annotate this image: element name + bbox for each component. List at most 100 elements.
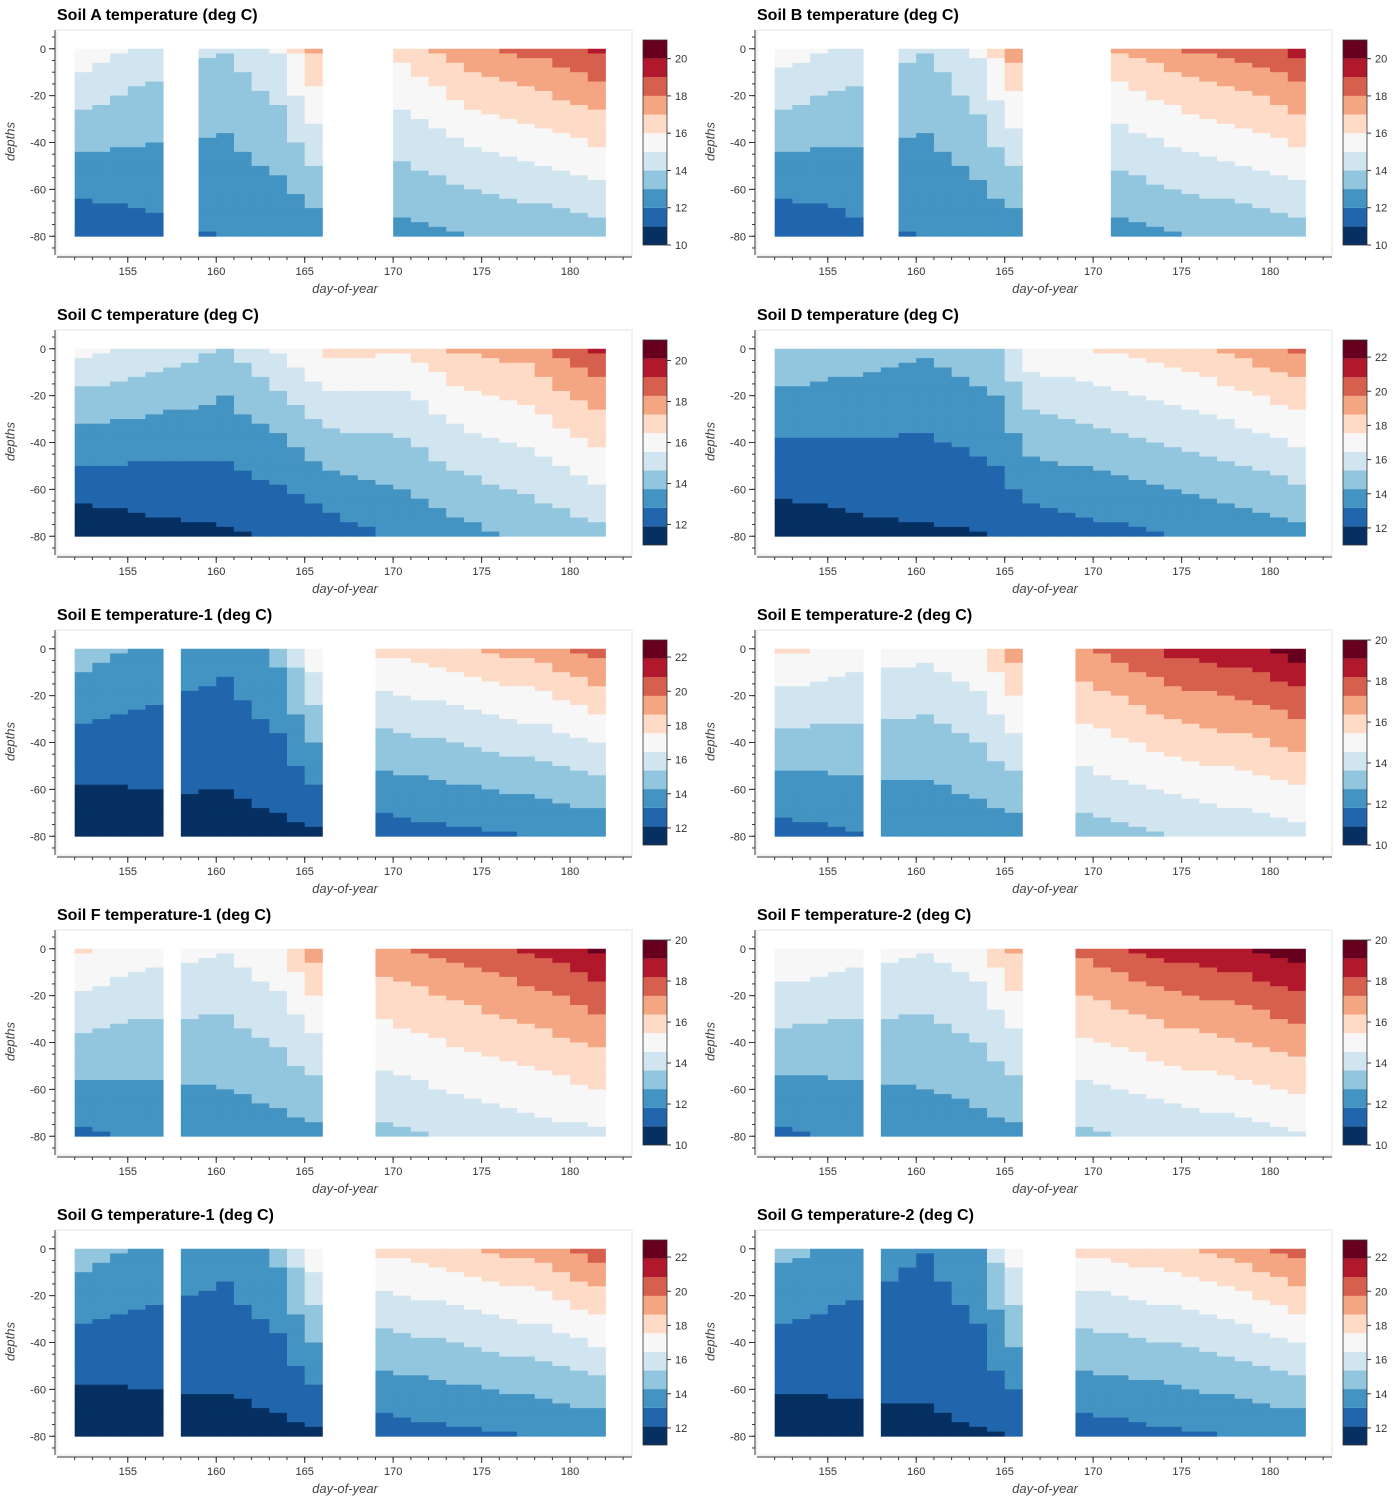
x-axis-label: day-of-year [312, 281, 378, 296]
heat-cell [1004, 414, 1023, 420]
heat-cell [792, 465, 811, 472]
heat-cell [198, 231, 217, 237]
heat-cell [951, 414, 970, 420]
heat-cell [1252, 53, 1271, 59]
heat-cell [1270, 437, 1289, 443]
heat-cell [1287, 72, 1306, 78]
heat-cell [74, 437, 93, 443]
heat-cell [481, 400, 500, 406]
heat-cell [587, 419, 606, 425]
heat-cell [774, 48, 793, 54]
heat-cell [1234, 76, 1253, 82]
heat-cell [1146, 400, 1165, 406]
heat-cell [304, 442, 323, 448]
heat-cell [269, 170, 288, 176]
x-tick-label: 160 [207, 266, 225, 278]
heat-cell [827, 414, 846, 420]
heat-cell [481, 90, 500, 97]
heat-cell [570, 372, 589, 378]
heat-cell [428, 208, 447, 214]
heat-cell [1252, 123, 1271, 129]
heat-cell [880, 451, 899, 457]
heat-cell [1110, 433, 1129, 439]
heat-cell [1022, 451, 1041, 457]
heat-cell [499, 142, 518, 148]
heat-cell [517, 208, 536, 214]
heat-cell [1163, 489, 1183, 495]
heat-cell [1004, 217, 1023, 223]
heat-cell [216, 681, 235, 687]
heat-cell [1252, 105, 1271, 111]
heat-cell [446, 203, 465, 209]
heat-cell [74, 147, 93, 153]
heat-cell [916, 419, 935, 425]
heat-cell [269, 114, 288, 120]
heat-cell [1110, 512, 1129, 518]
heat-cell [269, 447, 288, 453]
heat-cell [127, 780, 146, 786]
heat-cell [180, 451, 199, 457]
heat-cell [1128, 428, 1147, 434]
heat-cell [1270, 222, 1289, 228]
heat-cell [1252, 503, 1271, 509]
heat-cell [1110, 390, 1129, 397]
heat-cell [1181, 367, 1200, 373]
heat-cell [880, 508, 899, 514]
heat-cell [845, 109, 864, 115]
heat-cell [74, 733, 93, 739]
heat-cell [863, 419, 882, 425]
heat-cell [304, 414, 323, 420]
heat-cell [792, 114, 811, 120]
heat-cell [92, 756, 111, 762]
heat-cell [1199, 475, 1218, 481]
heat-cell [1217, 358, 1236, 364]
heat-cell [163, 489, 182, 495]
heat-cell [216, 119, 235, 125]
heat-cell [180, 733, 199, 739]
heat-cell [570, 105, 589, 111]
heat-cell [1181, 494, 1200, 500]
heat-cell [1234, 142, 1253, 148]
heat-cell [827, 105, 846, 111]
heat-cell [1181, 231, 1200, 237]
x-tick-label: 180 [1261, 266, 1279, 278]
heat-cell [145, 114, 164, 120]
heat-cell [393, 531, 412, 537]
heat-cell [1163, 508, 1183, 514]
heat-cell [1252, 62, 1271, 68]
heat-cell [340, 508, 359, 514]
heat-cell [110, 76, 129, 82]
heat-cell [499, 67, 518, 73]
colorbar-tick-label: 20 [1375, 386, 1387, 398]
heat-cell [393, 62, 412, 68]
heat-cell [969, 194, 988, 200]
heat-cell [792, 512, 811, 518]
heat-cell [1146, 405, 1165, 411]
heat-cell [1075, 419, 1094, 425]
heat-cell [774, 414, 793, 420]
heat-cell [792, 433, 811, 439]
heat-cell [251, 76, 270, 82]
heat-cell [233, 461, 253, 467]
colorbar-swatch [643, 489, 667, 508]
heat-cell [499, 123, 518, 129]
heat-cell [481, 53, 500, 59]
heat-cell [951, 512, 970, 518]
heat-cell [587, 67, 606, 73]
heat-cell [951, 400, 970, 406]
heat-cell [233, 423, 253, 429]
heat-cell [375, 494, 394, 500]
heat-cell [446, 372, 465, 378]
heat-cell [410, 170, 429, 176]
heat-cell [1128, 156, 1147, 162]
heat-cell [92, 175, 111, 181]
heat-cell [74, 405, 93, 411]
heat-cell [587, 390, 606, 397]
heat-cell [74, 203, 93, 209]
heat-cell [198, 700, 217, 706]
heat-cell [1270, 531, 1289, 537]
heat-cell [110, 128, 129, 134]
heat-cell [1252, 433, 1271, 439]
heat-cell [180, 362, 199, 368]
heat-cell [792, 198, 811, 204]
